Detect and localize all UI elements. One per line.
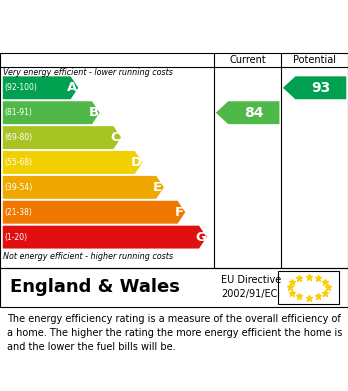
Text: D: D	[130, 156, 142, 169]
Polygon shape	[216, 101, 279, 124]
Polygon shape	[283, 76, 346, 99]
Text: A: A	[67, 81, 77, 94]
Polygon shape	[3, 126, 121, 149]
Text: (21-38): (21-38)	[5, 208, 32, 217]
Text: The energy efficiency rating is a measure of the overall efficiency of a home. T: The energy efficiency rating is a measur…	[7, 314, 342, 352]
Text: F: F	[174, 206, 184, 219]
Text: (69-80): (69-80)	[5, 133, 33, 142]
Text: E: E	[153, 181, 162, 194]
Text: (1-20): (1-20)	[5, 233, 27, 242]
Text: 84: 84	[244, 106, 263, 120]
Text: 93: 93	[311, 81, 331, 95]
Polygon shape	[3, 176, 164, 199]
Text: (55-68): (55-68)	[5, 158, 33, 167]
Text: Potential: Potential	[293, 55, 336, 65]
Polygon shape	[3, 151, 142, 174]
Polygon shape	[3, 76, 78, 99]
Text: B: B	[88, 106, 98, 119]
Text: Current: Current	[229, 55, 266, 65]
Polygon shape	[3, 226, 207, 249]
Text: Not energy efficient - higher running costs: Not energy efficient - higher running co…	[3, 252, 174, 261]
Text: Very energy efficient - lower running costs: Very energy efficient - lower running co…	[3, 68, 173, 77]
Text: (92-100): (92-100)	[5, 83, 37, 92]
Bar	[278, 271, 339, 304]
Text: G: G	[195, 231, 206, 244]
Polygon shape	[3, 101, 100, 124]
Text: EU Directive
2002/91/EC: EU Directive 2002/91/EC	[221, 274, 281, 299]
Text: C: C	[110, 131, 120, 144]
Text: (39-54): (39-54)	[5, 183, 33, 192]
Polygon shape	[3, 201, 185, 224]
Text: Energy Efficiency Rating: Energy Efficiency Rating	[10, 20, 232, 35]
Text: (81-91): (81-91)	[5, 108, 32, 117]
Text: England & Wales: England & Wales	[10, 278, 180, 296]
